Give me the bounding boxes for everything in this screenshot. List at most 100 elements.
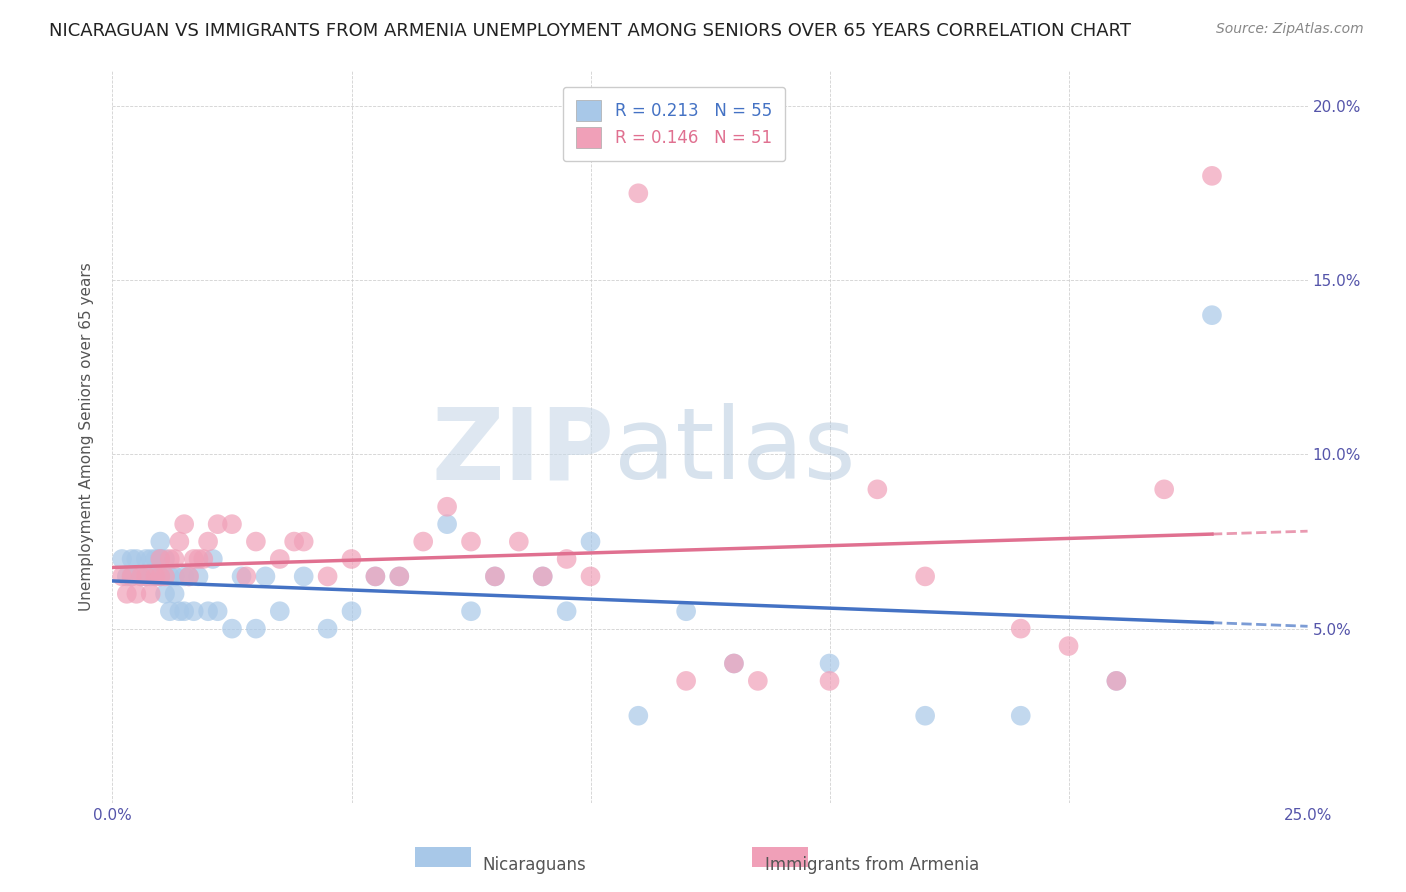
Point [675, 604, 697, 618]
Point [364, 569, 387, 583]
Point [245, 622, 267, 636]
Point [388, 569, 411, 583]
Point [1057, 639, 1080, 653]
Point [221, 517, 243, 532]
Point [1201, 308, 1223, 322]
Point [747, 673, 769, 688]
Point [169, 534, 191, 549]
Point [531, 569, 554, 583]
Point [135, 552, 157, 566]
Text: Source: ZipAtlas.com: Source: ZipAtlas.com [1216, 22, 1364, 37]
Point [153, 569, 176, 583]
Point [1201, 169, 1223, 183]
Point [169, 604, 191, 618]
Point [1153, 483, 1175, 497]
Point [436, 500, 458, 514]
Point [818, 657, 841, 671]
Point [197, 534, 219, 549]
Point [207, 604, 229, 618]
Point [149, 552, 172, 566]
Point [125, 552, 148, 566]
Point [115, 569, 138, 583]
Point [129, 569, 152, 583]
Point [173, 604, 195, 618]
Point [121, 552, 143, 566]
Text: Nicaraguans: Nicaraguans [482, 856, 586, 874]
Point [201, 552, 224, 566]
Point [340, 552, 363, 566]
Y-axis label: Unemployment Among Seniors over 65 years: Unemployment Among Seniors over 65 years [79, 263, 94, 611]
Point [115, 587, 138, 601]
Point [579, 569, 602, 583]
Point [121, 569, 143, 583]
Point [177, 569, 200, 583]
Point [139, 569, 162, 583]
Point [149, 569, 172, 583]
Point [163, 587, 186, 601]
Text: atlas: atlas [614, 403, 856, 500]
Point [269, 552, 291, 566]
Point [135, 569, 157, 583]
Point [460, 604, 482, 618]
Point [153, 552, 176, 566]
Point [555, 552, 578, 566]
Point [159, 604, 181, 618]
Point [914, 708, 936, 723]
Text: Immigrants from Armenia: Immigrants from Armenia [765, 856, 979, 874]
Point [207, 517, 229, 532]
Point [149, 552, 172, 566]
Point [460, 534, 482, 549]
Point [197, 604, 219, 618]
Point [231, 569, 253, 583]
Point [187, 569, 209, 583]
Point [340, 604, 363, 618]
Point [555, 604, 578, 618]
Legend: R = 0.213   N = 55, R = 0.146   N = 51: R = 0.213 N = 55, R = 0.146 N = 51 [562, 87, 786, 161]
Point [145, 569, 167, 583]
Point [1105, 673, 1128, 688]
Point [159, 569, 181, 583]
Point [125, 587, 148, 601]
Point [627, 708, 650, 723]
Point [283, 534, 305, 549]
Point [254, 569, 277, 583]
Point [173, 517, 195, 532]
Point [221, 622, 243, 636]
Point [1010, 622, 1032, 636]
Text: NICARAGUAN VS IMMIGRANTS FROM ARMENIA UNEMPLOYMENT AMONG SENIORS OVER 65 YEARS C: NICARAGUAN VS IMMIGRANTS FROM ARMENIA UN… [49, 22, 1132, 40]
Point [183, 552, 205, 566]
Point [159, 552, 181, 566]
Point [245, 534, 267, 549]
Point [129, 569, 152, 583]
Point [316, 569, 339, 583]
Point [139, 552, 162, 566]
Point [818, 673, 841, 688]
Point [187, 552, 209, 566]
Text: ZIP: ZIP [432, 403, 614, 500]
Point [149, 552, 172, 566]
Point [1010, 708, 1032, 723]
Point [153, 587, 176, 601]
Point [388, 569, 411, 583]
Point [508, 534, 530, 549]
Point [173, 569, 195, 583]
Point [292, 534, 315, 549]
Point [235, 569, 257, 583]
Point [412, 534, 434, 549]
Point [139, 587, 162, 601]
Point [531, 569, 554, 583]
Point [627, 186, 650, 201]
Point [145, 569, 167, 583]
Point [316, 622, 339, 636]
Point [484, 569, 506, 583]
Point [292, 569, 315, 583]
Point [579, 534, 602, 549]
Point [163, 569, 186, 583]
Point [269, 604, 291, 618]
Point [149, 534, 172, 549]
Point [436, 517, 458, 532]
Point [163, 552, 186, 566]
Point [135, 569, 157, 583]
Point [177, 569, 200, 583]
Point [364, 569, 387, 583]
